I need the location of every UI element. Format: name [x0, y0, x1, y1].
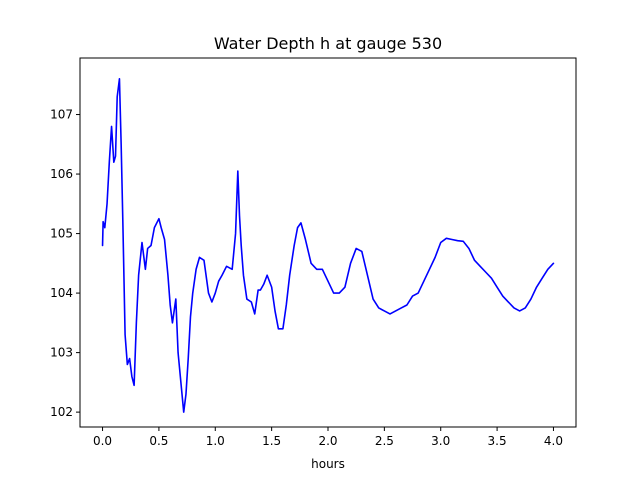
- x-tick-label: 4.0: [544, 434, 563, 448]
- x-axis-label: hours: [311, 457, 345, 471]
- y-tick-label: 107: [50, 108, 73, 122]
- series-line-0: [101, 78, 555, 413]
- x-tick-label: 1.5: [262, 434, 281, 448]
- x-tick-label: 3.0: [431, 434, 450, 448]
- chart-title: Water Depth h at gauge 530: [214, 34, 442, 53]
- y-tick-label: 105: [50, 227, 73, 241]
- x-tick-label: 3.5: [488, 434, 507, 448]
- y-tick-label: 103: [50, 346, 73, 360]
- x-tick-label: 1.0: [206, 434, 225, 448]
- plot-area: [101, 78, 555, 413]
- x-tick-label: 0.5: [149, 434, 168, 448]
- x-tick-label: 2.5: [375, 434, 394, 448]
- y-tick-label: 102: [50, 405, 73, 419]
- x-tick-label: 2.0: [318, 434, 337, 448]
- y-axis-ticks: 102 103 104 105 106 107: [50, 108, 80, 419]
- x-axis-ticks: 0.0 0.5 1.0 1.5 2.0 2.5 3.0 3.5 4.0: [93, 427, 563, 448]
- x-tick-label: 0.0: [93, 434, 112, 448]
- y-tick-label: 106: [50, 167, 73, 181]
- y-tick-label: 104: [50, 286, 73, 300]
